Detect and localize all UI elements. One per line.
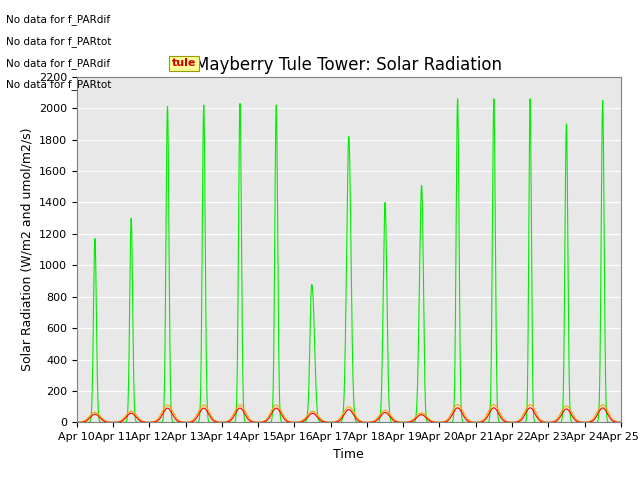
Text: No data for f_PARdif: No data for f_PARdif (6, 58, 111, 69)
Y-axis label: Solar Radiation (W/m2 and umol/m2/s): Solar Radiation (W/m2 and umol/m2/s) (20, 128, 33, 372)
Text: tule: tule (172, 59, 196, 69)
Text: No data for f_PARdif: No data for f_PARdif (6, 14, 111, 25)
X-axis label: Time: Time (333, 448, 364, 461)
Text: No data for f_PARtot: No data for f_PARtot (6, 36, 112, 47)
Text: No data for f_PARtot: No data for f_PARtot (6, 79, 112, 90)
Title: Mayberry Tule Tower: Solar Radiation: Mayberry Tule Tower: Solar Radiation (195, 56, 502, 74)
